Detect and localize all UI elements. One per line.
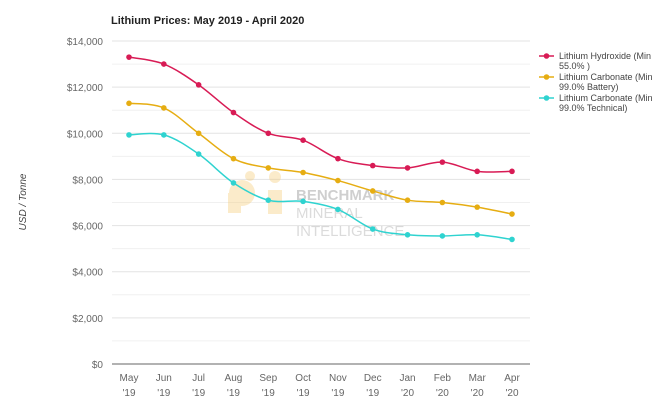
x-tick-label: Mar	[469, 373, 487, 384]
data-point	[195, 82, 202, 88]
data-point	[335, 177, 341, 184]
x-tick-label: Jan	[399, 373, 415, 384]
y-tick-label: $14,000	[67, 37, 104, 48]
x-tick-label: Apr	[504, 373, 520, 384]
data-point	[161, 105, 167, 111]
x-tick-label: '20	[436, 388, 449, 399]
data-point	[300, 198, 306, 205]
data-point	[335, 206, 341, 213]
x-tick-label: '19	[122, 388, 135, 399]
watermark-line: MINERAL	[296, 205, 363, 222]
x-tick-label: '19	[157, 388, 170, 399]
data-point	[509, 236, 515, 243]
legend-label: Lithium Hydroxide (Min	[559, 51, 651, 61]
series-line	[128, 102, 513, 215]
data-point	[300, 169, 306, 176]
data-point	[369, 226, 376, 232]
data-point	[404, 165, 411, 171]
x-tick-label: '19	[262, 388, 275, 399]
legend-label: Lithium Carbonate (Min	[559, 72, 653, 82]
data-point	[161, 61, 167, 67]
data-point	[265, 197, 272, 203]
legend-label: 99.0% Technical)	[559, 103, 627, 113]
y-tick-label: $10,000	[67, 129, 104, 140]
legend-label: Lithium Carbonate (Min	[559, 93, 653, 103]
data-point	[230, 109, 237, 116]
data-point	[126, 132, 132, 138]
x-tick-label: Jul	[192, 373, 205, 384]
data-point	[404, 197, 411, 203]
data-point	[230, 155, 237, 162]
x-tick-label: Feb	[434, 373, 452, 384]
data-point	[265, 165, 272, 171]
data-point	[369, 188, 376, 194]
data-point	[509, 211, 515, 217]
x-tick-label: Oct	[295, 373, 311, 384]
x-tick-label: Sep	[259, 373, 277, 384]
y-tick-label: $8,000	[72, 175, 103, 186]
data-point	[195, 151, 202, 157]
y-tick-label: $2,000	[72, 314, 103, 325]
series-line	[128, 56, 513, 173]
legend-dot-marker	[543, 74, 550, 80]
data-point	[439, 159, 446, 165]
x-tick-label: Jun	[156, 373, 172, 384]
data-point	[439, 233, 446, 239]
x-tick-label: Aug	[225, 373, 243, 384]
data-point	[509, 168, 515, 175]
watermark-line: INTELLIGENCE	[296, 223, 404, 240]
y-tick-label: $6,000	[72, 222, 103, 233]
data-point	[265, 130, 272, 137]
data-point	[404, 232, 411, 238]
chart-title: Lithium Prices: May 2019 - April 2020	[111, 15, 304, 27]
legend-label: 55.0% )	[559, 61, 590, 71]
data-point	[230, 180, 237, 186]
data-point	[474, 204, 480, 210]
legend-label: 99.0% Battery)	[559, 82, 619, 92]
data-point	[126, 54, 132, 60]
x-tick-label: '20	[471, 388, 484, 399]
x-tick-label: May	[120, 373, 139, 384]
data-point	[369, 162, 376, 169]
x-tick-label: Dec	[364, 373, 382, 384]
x-tick-label: Nov	[329, 373, 347, 384]
watermark-line: BENCHMARK	[296, 187, 394, 204]
x-tick-label: '19	[192, 388, 205, 399]
data-point	[474, 168, 480, 175]
data-point	[195, 130, 202, 137]
data-point	[300, 137, 306, 144]
data-point	[439, 199, 446, 206]
x-tick-label: '19	[297, 388, 310, 399]
y-axis-label: USD / Tonne	[18, 173, 29, 230]
data-point	[474, 232, 480, 238]
x-tick-label: '19	[366, 388, 379, 399]
y-tick-label: $12,000	[67, 83, 104, 94]
benchmark-watermark-logo: BENCHMARK MINERAL INTELLIGENCE	[228, 171, 404, 240]
y-tick-label: $0	[92, 360, 104, 371]
data-point	[161, 132, 167, 138]
x-tick-label: '19	[227, 388, 240, 399]
y-tick-label: $4,000	[72, 268, 103, 279]
data-point	[335, 155, 341, 162]
x-tick-label: '19	[331, 388, 344, 399]
data-point	[126, 100, 132, 107]
x-tick-label: '20	[401, 388, 414, 399]
series-line	[128, 132, 513, 241]
x-tick-label: '20	[505, 388, 518, 399]
legend-dot-marker	[543, 53, 550, 59]
legend-dot-marker	[543, 95, 550, 101]
